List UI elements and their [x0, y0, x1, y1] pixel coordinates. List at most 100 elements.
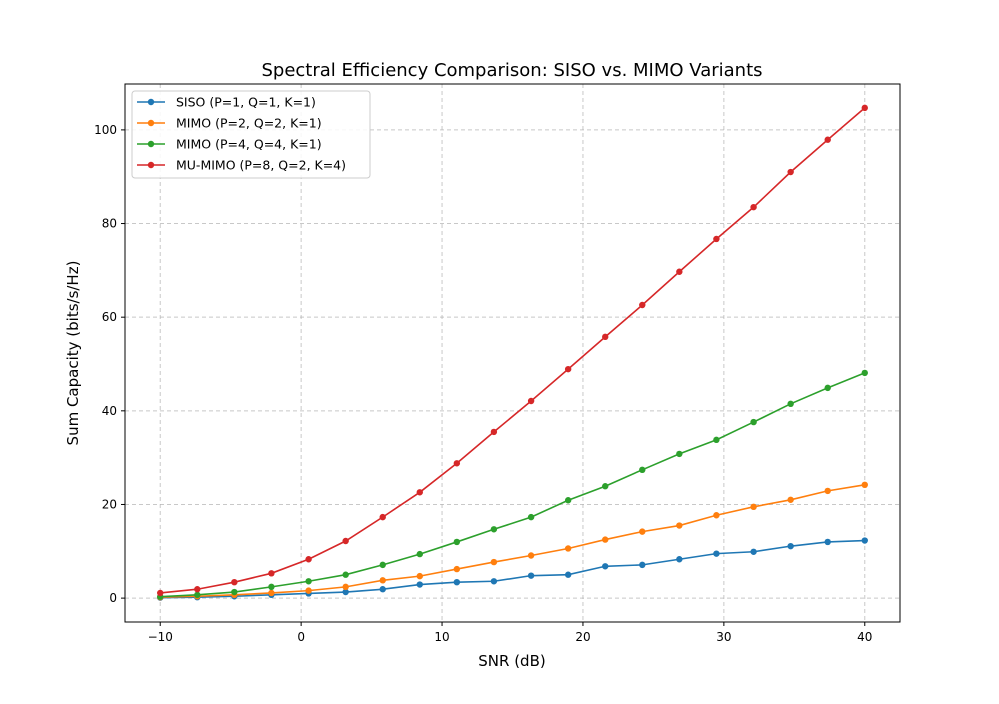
- data-point: [713, 436, 720, 444]
- data-point: [861, 537, 868, 544]
- data-point: [157, 589, 164, 597]
- data-point: [713, 235, 720, 243]
- data-point: [527, 572, 535, 579]
- data-point: [676, 522, 683, 529]
- data-point: [787, 168, 794, 176]
- data-point: [416, 572, 423, 580]
- data-point: [639, 528, 646, 535]
- data-point: [342, 583, 349, 591]
- data-point: [713, 550, 720, 557]
- data-point: [861, 481, 868, 489]
- y-tick-label: 40: [102, 404, 117, 418]
- data-point: [305, 578, 312, 585]
- data-point: [602, 536, 609, 543]
- data-point: [564, 365, 572, 373]
- axis-ticks: −10 0 10 20 30 40 0 20 40 60 80 100: [94, 123, 872, 644]
- data-point: [194, 586, 201, 593]
- data-point: [453, 538, 461, 546]
- data-point: [527, 552, 535, 559]
- data-point: [564, 571, 572, 578]
- data-point: [676, 268, 683, 275]
- data-point: [639, 561, 646, 569]
- legend-marker: [147, 98, 155, 106]
- data-point: [379, 513, 386, 521]
- series-line: [160, 107, 866, 594]
- series-2: [157, 369, 868, 600]
- legend-marker: [147, 161, 155, 169]
- data-point: [453, 579, 461, 586]
- data-point: [602, 563, 609, 570]
- data-point: [416, 550, 423, 558]
- series-line: [160, 539, 865, 599]
- series-3: [157, 104, 868, 597]
- data-point: [342, 537, 349, 545]
- legend-label: SISO (P=1, Q=1, K=1): [176, 95, 316, 110]
- data-point: [750, 418, 757, 426]
- data-point: [713, 512, 720, 519]
- data-point: [490, 428, 498, 436]
- data-point: [676, 450, 683, 458]
- data-point: [676, 556, 683, 563]
- x-tick-label: −10: [148, 630, 173, 644]
- data-point: [453, 460, 461, 467]
- data-point: [824, 538, 831, 546]
- data-point: [305, 587, 312, 594]
- data-point: [379, 586, 386, 593]
- data-point: [564, 545, 572, 552]
- x-axis-label: SNR (dB): [478, 652, 545, 670]
- data-point: [824, 487, 831, 495]
- legend-marker: [147, 119, 155, 127]
- series-0: [157, 537, 868, 601]
- legend-box: [131, 90, 371, 179]
- x-tick-label: 10: [434, 630, 449, 644]
- data-point: [453, 565, 461, 573]
- y-tick-label: 0: [109, 591, 117, 605]
- y-tick-label: 80: [102, 217, 117, 231]
- data-point: [639, 301, 646, 309]
- series-line: [160, 372, 866, 598]
- data-point: [527, 397, 535, 405]
- legend-label: MU-MIMO (P=8, Q=2, K=4): [176, 158, 346, 173]
- chart-title: Spectral Efficiency Comparison: SISO vs.…: [261, 60, 762, 81]
- data-point: [861, 104, 868, 112]
- data-point: [231, 579, 238, 586]
- series-line: [160, 484, 865, 598]
- y-tick-label: 20: [102, 497, 117, 511]
- data-point: [824, 136, 831, 143]
- data-point: [861, 369, 868, 377]
- data-point: [194, 591, 201, 599]
- data-point: [379, 577, 386, 584]
- legend-label: MIMO (P=4, Q=4, K=1): [176, 137, 322, 152]
- data-point: [564, 497, 572, 504]
- legend-marker: [147, 140, 155, 148]
- data-point: [305, 556, 312, 563]
- data-point: [787, 542, 794, 550]
- x-tick-label: 40: [857, 630, 872, 644]
- y-tick-label: 60: [102, 310, 117, 324]
- data-point: [787, 400, 794, 408]
- data-point: [824, 384, 831, 392]
- y-axis-label: Sum Capacity (bits/s/Hz): [64, 261, 82, 446]
- data-point: [750, 503, 757, 511]
- data-point: [268, 589, 275, 597]
- series-1: [157, 481, 868, 601]
- data-point: [527, 513, 535, 521]
- data-point: [268, 583, 275, 591]
- data-point: [342, 571, 349, 578]
- data-point: [231, 588, 238, 596]
- series-lines: [157, 104, 868, 601]
- grid: [125, 84, 900, 622]
- x-tick-label: 20: [575, 630, 590, 644]
- data-point: [490, 558, 498, 566]
- data-point: [416, 489, 423, 496]
- y-tick-label: 100: [94, 123, 117, 137]
- plot-frame: [124, 83, 901, 623]
- data-point: [750, 203, 757, 211]
- x-tick-label: 30: [716, 630, 731, 644]
- data-point: [490, 526, 498, 533]
- data-point: [602, 333, 609, 341]
- data-point: [379, 561, 386, 569]
- data-point: [639, 466, 646, 474]
- x-tick-label: 0: [297, 630, 305, 644]
